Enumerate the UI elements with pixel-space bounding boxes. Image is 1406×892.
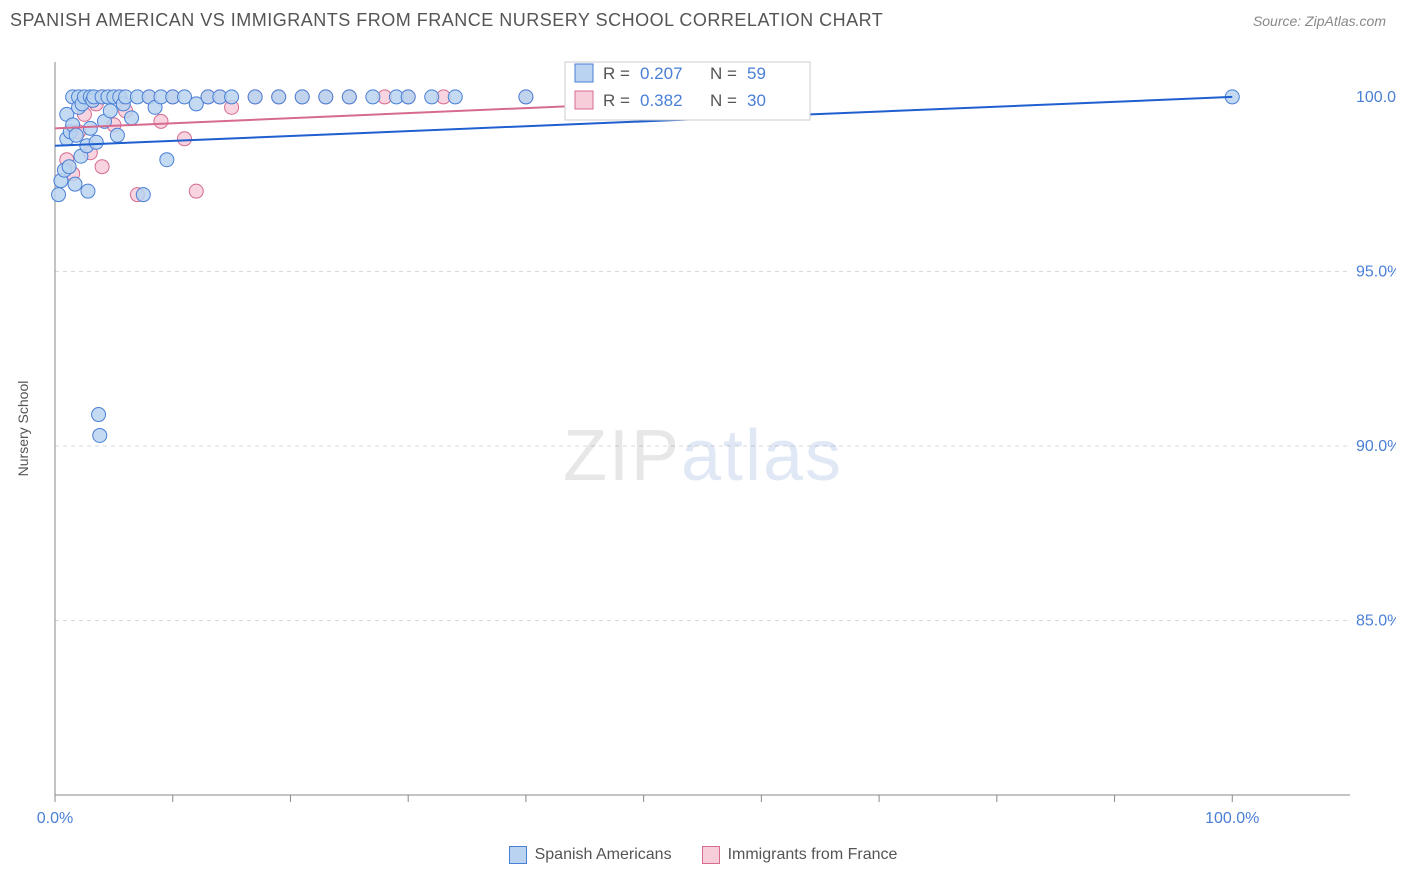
svg-text:100.0%: 100.0%: [1356, 89, 1396, 106]
svg-text:N =: N =: [710, 64, 737, 83]
legend-label-spanish: Spanish Americans: [535, 846, 672, 864]
svg-text:59: 59: [747, 64, 766, 83]
source-name: ZipAtlas.com: [1305, 13, 1386, 29]
svg-text:0.0%: 0.0%: [37, 810, 73, 827]
svg-text:90.0%: 90.0%: [1356, 438, 1396, 455]
svg-text:R =: R =: [603, 64, 630, 83]
svg-text:Nursery School: Nursery School: [15, 381, 31, 477]
svg-text:0.382: 0.382: [640, 91, 683, 110]
chart-area: 0.0% 100.0% 85.0% 90.0% 95.0% 100.0% Nursery S…: [10, 50, 1396, 862]
legend-item-spanish: Spanish Americans: [509, 846, 672, 864]
source-prefix: Source:: [1253, 13, 1305, 29]
svg-text:95.0%: 95.0%: [1356, 263, 1396, 280]
header-bar: SPANISH AMERICAN VS IMMIGRANTS FROM FRAN…: [0, 0, 1406, 31]
legend-swatch-spanish: [509, 846, 527, 864]
bottom-legend: Spanish Americans Immigrants from France: [0, 846, 1406, 864]
legend-label-france: Immigrants from France: [728, 846, 898, 864]
legend-item-france: Immigrants from France: [702, 846, 898, 864]
svg-text:100.0%: 100.0%: [1205, 810, 1259, 827]
svg-text:N =: N =: [710, 91, 737, 110]
svg-text:0.207: 0.207: [640, 64, 683, 83]
svg-text:R =: R =: [603, 91, 630, 110]
legend-swatch-france: [702, 846, 720, 864]
svg-text:30: 30: [747, 91, 766, 110]
svg-text:85.0%: 85.0%: [1356, 612, 1396, 629]
chart-title: SPANISH AMERICAN VS IMMIGRANTS FROM FRAN…: [10, 10, 883, 31]
scatter-chart-svg: 0.0% 100.0% 85.0% 90.0% 95.0% 100.0% Nursery S…: [10, 50, 1396, 862]
source-label: Source: ZipAtlas.com: [1253, 13, 1386, 29]
